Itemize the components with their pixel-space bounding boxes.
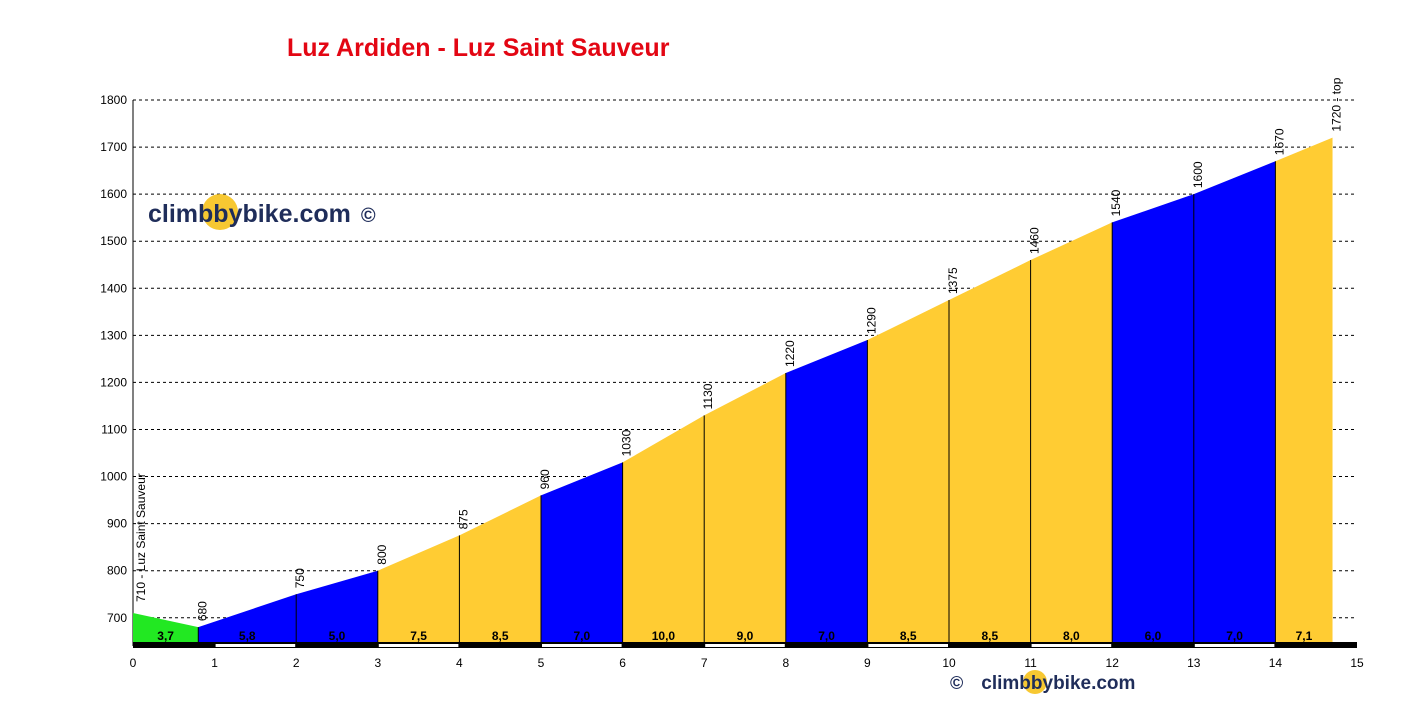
distance-bar-white-block bbox=[215, 644, 296, 647]
kilometer-line-layer bbox=[197, 161, 1276, 646]
x-tick-label: 12 bbox=[1106, 656, 1120, 670]
x-tick-label: 1 bbox=[211, 656, 218, 670]
elevation-label: 1030 bbox=[620, 429, 634, 456]
x-tick-label: 10 bbox=[942, 656, 956, 670]
gradient-label: 8,5 bbox=[900, 629, 917, 643]
watermark-top-brand: climbbybike.com bbox=[148, 200, 351, 228]
x-tick-label: 14 bbox=[1269, 656, 1283, 670]
watermark-top-copyright: © bbox=[360, 205, 376, 227]
x-tick-label: 7 bbox=[701, 656, 708, 670]
watermark-bottom: © climbbybike.com bbox=[950, 673, 1135, 695]
elevation-label: 1460 bbox=[1028, 227, 1042, 254]
segment-area bbox=[1275, 137, 1333, 647]
segment-area bbox=[296, 570, 378, 646]
segment-area bbox=[785, 340, 868, 646]
y-tick-label: 700 bbox=[107, 611, 127, 625]
elevation-label: 1720 - top bbox=[1330, 77, 1344, 131]
watermark-bottom-copyright: © bbox=[950, 673, 964, 693]
y-tick-label: 1400 bbox=[100, 281, 127, 295]
gradient-label: 8,0 bbox=[1063, 629, 1080, 643]
distance-bar-white-block bbox=[868, 644, 948, 647]
elevation-label: 1540 bbox=[1109, 189, 1123, 216]
y-tick-label: 1100 bbox=[101, 422, 127, 436]
x-tick-label: 2 bbox=[293, 656, 300, 670]
x-tick-label: 15 bbox=[1350, 656, 1364, 670]
y-tick-label: 800 bbox=[107, 564, 127, 578]
segment-area bbox=[1030, 222, 1113, 646]
segment-area bbox=[198, 594, 297, 646]
segment-area bbox=[133, 613, 199, 646]
y-tick-label: 900 bbox=[107, 517, 127, 531]
x-tick-label: 13 bbox=[1187, 656, 1201, 670]
gradient-label: 7,1 bbox=[1296, 629, 1313, 643]
elevation-label: 1220 bbox=[783, 340, 797, 367]
y-tick-label: 1800 bbox=[100, 93, 127, 107]
watermark-bottom-brand: climbbybike.com bbox=[981, 673, 1136, 694]
elevation-label: 800 bbox=[375, 544, 389, 564]
y-tick-label: 1700 bbox=[100, 140, 127, 154]
distance-bar-white-block bbox=[1194, 644, 1275, 647]
gradient-label: 10,0 bbox=[652, 629, 676, 643]
y-tick-label: 1500 bbox=[100, 234, 127, 248]
gradient-label: 7,5 bbox=[410, 629, 427, 643]
segment-area bbox=[622, 415, 705, 646]
gradient-label: 8,5 bbox=[981, 629, 998, 643]
elevation-label: 875 bbox=[456, 509, 470, 529]
elevation-label: 750 bbox=[293, 568, 307, 588]
elevation-label: 710 - Luz Saint Sauveur bbox=[134, 473, 148, 602]
x-tick-label: 5 bbox=[538, 656, 545, 670]
segment-area bbox=[459, 495, 541, 646]
y-tick-label: 1600 bbox=[100, 187, 127, 201]
gradient-label: 7,0 bbox=[573, 629, 590, 643]
gradient-label: 9,0 bbox=[737, 629, 754, 643]
label-layer: 7008009001000110012001300140015001600170… bbox=[100, 77, 1364, 670]
x-tick-label: 3 bbox=[374, 656, 381, 670]
distance-bar-white-block bbox=[378, 644, 459, 647]
distance-bar-white-block bbox=[542, 644, 622, 647]
segment-fill-layer bbox=[133, 137, 1333, 647]
x-tick-label: 8 bbox=[782, 656, 789, 670]
segment-area bbox=[704, 373, 786, 646]
gradient-label: 3,7 bbox=[157, 629, 174, 643]
distance-bar-white-block bbox=[705, 644, 785, 647]
chart-title: Luz Ardiden - Luz Saint Sauveur bbox=[287, 34, 670, 62]
segment-area bbox=[541, 462, 623, 646]
segment-area bbox=[377, 535, 460, 646]
segment-area bbox=[1193, 161, 1276, 647]
y-tick-label: 1000 bbox=[100, 470, 127, 484]
x-tick-label: 11 bbox=[1024, 656, 1037, 670]
elevation-label: 1375 bbox=[946, 267, 960, 294]
gradient-label: 5,8 bbox=[239, 629, 256, 643]
x-tick-label: 9 bbox=[864, 656, 871, 670]
elevation-label: 960 bbox=[538, 469, 552, 489]
segment-area bbox=[1112, 194, 1194, 646]
watermark-top: climbbybike.com © bbox=[148, 200, 376, 229]
x-tick-label: 6 bbox=[619, 656, 626, 670]
elevation-label: 1670 bbox=[1272, 128, 1286, 155]
logo-sun-top bbox=[202, 194, 238, 230]
segment-area bbox=[949, 260, 1031, 646]
gradient-label: 7,0 bbox=[1226, 629, 1243, 643]
distance-bar-layer bbox=[133, 642, 1357, 648]
elevation-label: 680 bbox=[195, 601, 209, 621]
gradient-label: 8,5 bbox=[492, 629, 509, 643]
y-tick-label: 1300 bbox=[100, 328, 127, 342]
gradient-label: 5,0 bbox=[329, 629, 346, 643]
gradient-label: 7,0 bbox=[818, 629, 835, 643]
elevation-label: 1600 bbox=[1191, 161, 1205, 188]
elevation-label: 1130 bbox=[701, 383, 715, 409]
elevation-label: 1290 bbox=[864, 307, 878, 334]
segment-area bbox=[867, 300, 949, 646]
logo-sun-bottom bbox=[1023, 670, 1047, 694]
y-tick-label: 1200 bbox=[100, 375, 127, 389]
gradient-label: 6,0 bbox=[1145, 629, 1162, 643]
x-tick-label: 4 bbox=[456, 656, 463, 670]
distance-bar-white-block bbox=[1031, 644, 1112, 647]
x-tick-label: 0 bbox=[130, 656, 137, 670]
